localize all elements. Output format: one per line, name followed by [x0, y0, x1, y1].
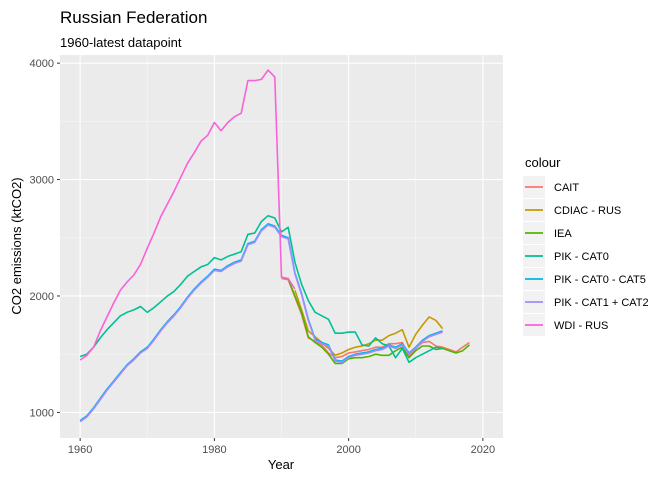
series-line — [79, 214, 443, 364]
series-line — [79, 223, 443, 422]
legend-label: PIK - CAT0 - CAT5 — [554, 274, 646, 286]
axes: 1960 1980 2000 2020 1000 2000 3000 4000 — [30, 58, 496, 456]
legend-label: PIK - CAT0 — [554, 251, 609, 263]
x-tick-label: 1960 — [68, 444, 92, 456]
y-axis-label: CO2 emissions (ktCO2) — [9, 177, 24, 314]
legend-label: WDI - RUS — [554, 320, 608, 332]
series-line — [281, 276, 470, 365]
x-tick-label: 2020 — [471, 444, 495, 456]
legend-label: CDIAC - RUS — [554, 205, 621, 217]
legend-label: PIK - CAT1 + CAT2 — [554, 297, 649, 309]
series-lines — [79, 69, 470, 423]
series-line — [79, 224, 443, 423]
y-tick-label: 1000 — [30, 407, 54, 419]
y-tick-label: 4000 — [30, 58, 54, 70]
grid — [60, 55, 503, 438]
x-tick-label: 2000 — [336, 444, 360, 456]
series-line — [79, 69, 296, 361]
legend-title: colour — [525, 155, 561, 170]
x-tick-label: 1980 — [202, 444, 226, 456]
y-tick-label: 2000 — [30, 291, 54, 303]
y-tick-label: 3000 — [30, 175, 54, 187]
legend: colour CAIT CDIAC - RUS IEA PIK - CAT0 PIK -… — [523, 155, 649, 336]
chart-title: Russian Federation — [60, 8, 207, 27]
chart-subtitle: 1960-latest datapoint — [60, 35, 182, 50]
legend-label: CAIT — [554, 182, 579, 194]
legend-label: IEA — [554, 228, 572, 240]
x-axis-label: Year — [268, 457, 295, 472]
